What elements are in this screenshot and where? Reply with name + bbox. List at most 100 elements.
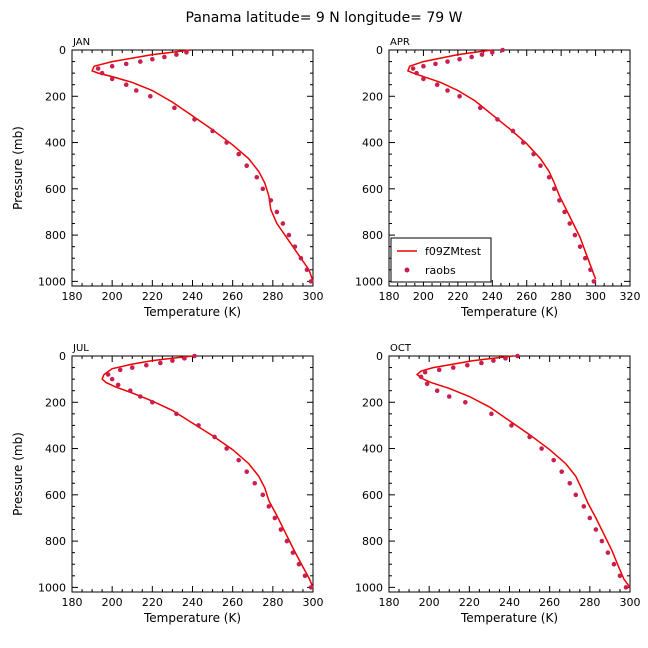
data-point-raobs: [210, 128, 215, 134]
data-point-raobs: [531, 151, 536, 157]
data-point-raobs: [260, 186, 266, 192]
x-tick-label: 240: [182, 290, 203, 303]
legend-entry-label: raobs: [425, 264, 456, 277]
panel-month-label: JAN: [72, 37, 90, 48]
data-point-raobs: [224, 140, 229, 145]
x-tick-label: 280: [262, 596, 283, 609]
y-tick-label: 0: [59, 350, 66, 363]
data-point-raobs: [538, 163, 543, 168]
data-point-raobs: [252, 480, 258, 486]
x-tick-label: 180: [379, 290, 400, 303]
data-point-raobs: [278, 527, 284, 532]
data-point-raobs: [577, 244, 583, 249]
x-tick-label: 320: [620, 290, 641, 303]
y-tick-label: 400: [362, 443, 383, 456]
data-point-raobs: [551, 186, 557, 192]
data-point-raobs: [509, 423, 514, 428]
chart-panel-jul: JUL 180 200 220 240 260 280 300 0 200 400 600 800 100…: [11, 343, 324, 625]
data-point-raobs: [274, 209, 280, 215]
data-point-raobs: [137, 394, 143, 399]
data-point-raobs: [436, 367, 442, 373]
data-point-raobs: [479, 360, 484, 366]
panels: JAN 180 200 220 240 260 280 300 0 200 400 600 800 100…: [11, 37, 641, 625]
data-point-raobs: [196, 423, 201, 428]
plot-frame: [71, 49, 314, 287]
data-point-raobs: [539, 446, 544, 451]
y-tick-label: 800: [362, 535, 383, 548]
data-point-raobs: [605, 550, 611, 555]
y-tick-label: 400: [362, 137, 383, 150]
x-tick-label: 240: [182, 596, 203, 609]
data-point-raobs: [192, 117, 197, 122]
data-point-raobs: [260, 492, 266, 498]
data-point-raobs: [599, 538, 605, 544]
data-point-raobs: [137, 59, 143, 64]
data-point-raobs: [445, 88, 450, 93]
legend-box: [390, 237, 492, 283]
data-point-raobs: [224, 446, 229, 451]
data-point-raobs: [489, 50, 495, 55]
data-point-raobs: [99, 70, 105, 76]
data-point-raobs: [457, 93, 462, 99]
chart-panel-jan: JAN 180 200 220 240 260 280 300 0 200 400 600 800 100…: [11, 37, 324, 319]
data-point-raobs: [515, 353, 520, 359]
x-tick-label: 280: [262, 290, 283, 303]
y-tick-label: 1000: [38, 581, 66, 594]
data-point-raobs: [422, 369, 428, 375]
data-point-raobs: [500, 47, 505, 53]
data-point-raobs: [117, 367, 123, 373]
data-point-raobs: [172, 105, 177, 111]
y-tick-label: 0: [376, 350, 383, 363]
data-point-raobs: [587, 515, 593, 521]
y-tick-label: 600: [362, 489, 383, 502]
data-point-raobs: [491, 358, 496, 363]
data-point-raobs: [150, 56, 155, 62]
data-point-raobs: [133, 88, 139, 93]
data-point-raobs: [457, 56, 462, 62]
data-point-raobs: [268, 198, 274, 203]
data-point-raobs: [421, 63, 426, 69]
data-point-raobs: [489, 411, 494, 417]
y-tick-label: 0: [59, 44, 66, 57]
data-point-raobs: [170, 358, 175, 363]
data-point-raobs: [174, 411, 179, 417]
series-line-f09zmtest: [91, 49, 314, 282]
data-point-raobs: [567, 480, 573, 486]
data-point-raobs: [588, 267, 593, 273]
legend-entry-label: f09ZMtest: [425, 245, 482, 258]
y-tick-label: 400: [45, 137, 66, 150]
y-tick-label: 1000: [38, 275, 66, 288]
y-tick-label: 1000: [355, 275, 383, 288]
x-tick-label: 280: [579, 596, 600, 609]
data-point-raobs: [123, 82, 129, 88]
data-point-raobs: [573, 492, 579, 498]
series-line-f09zmtest: [101, 355, 314, 588]
x-tick-label: 200: [102, 596, 123, 609]
data-point-raobs: [109, 63, 115, 69]
x-tick-label: 180: [62, 290, 83, 303]
y-tick-label: 600: [45, 489, 66, 502]
data-point-raobs: [292, 244, 298, 249]
data-point-raobs: [450, 365, 456, 370]
data-point-raobs: [244, 469, 250, 474]
data-point-raobs: [495, 117, 500, 122]
series-line-f09zmtest: [406, 49, 597, 280]
x-tick-label: 300: [585, 290, 606, 303]
x-axis-label: Temperature (K): [460, 305, 558, 319]
data-point-raobs: [446, 394, 452, 399]
panel-month-label: APR: [390, 37, 410, 48]
data-point-raobs: [414, 70, 419, 76]
data-point-raobs: [434, 388, 440, 394]
y-tick-label: 600: [362, 183, 383, 196]
plot-frame: [71, 355, 314, 593]
chart-panel-apr: APR 180 200 220 240 260 280 300 320 0 200 400 600 800…: [355, 37, 641, 319]
x-tick-label: 240: [499, 596, 520, 609]
data-point-raobs: [465, 362, 470, 368]
data-point-raobs: [611, 561, 617, 567]
y-tick-label: 800: [45, 535, 66, 548]
data-point-raobs: [284, 538, 290, 544]
data-point-raobs: [95, 66, 101, 71]
chart-panel-oct: OCT 180 200 220 240 260 280 300 0 200 400 600 800 100…: [355, 343, 641, 625]
x-tick-label: 200: [413, 290, 434, 303]
